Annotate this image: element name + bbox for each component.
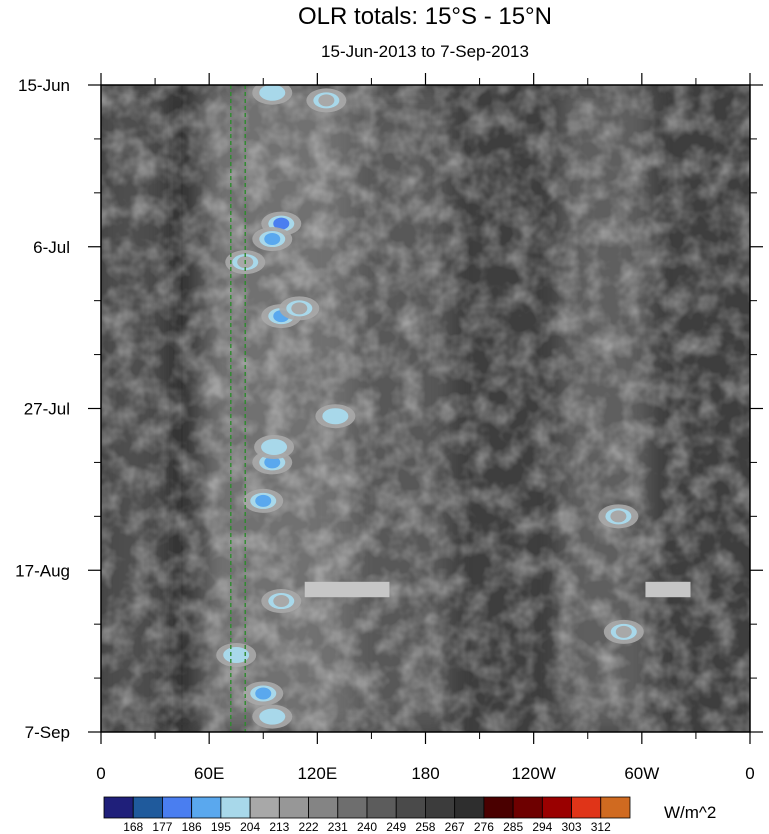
colorbar-swatch	[512, 796, 543, 819]
colorbar: 168 177 186 195 204 213 222 231 240 249 258 267 276 2…	[103, 796, 631, 834]
colorbar-swatch	[600, 796, 631, 819]
colorbar-label: 222	[299, 820, 319, 834]
x-tick-label: 0	[745, 764, 754, 783]
y-tick-label: 6-Jul	[33, 238, 70, 257]
colorbar-swatch	[249, 796, 280, 819]
missing-data-blocks	[304, 581, 691, 598]
chart-title: OLR totals: 15°S - 15°N	[298, 3, 552, 30]
y-tick-label: 7-Sep	[25, 723, 70, 742]
colorbar-swatch	[571, 796, 602, 819]
colorbar-swatch	[454, 796, 485, 819]
colorbar-swatch	[103, 796, 134, 819]
missing-data-block	[304, 581, 390, 598]
feature-core	[318, 94, 335, 107]
colorbar-units: W/m^2	[664, 803, 716, 822]
feature-core	[255, 494, 272, 507]
texture-overlay	[101, 85, 750, 732]
colorbar-swatch	[220, 796, 251, 819]
x-tick-label: 0	[96, 764, 105, 783]
y-tick-label: 27-Jul	[24, 400, 70, 419]
feature-core	[255, 687, 272, 700]
feature-core	[264, 86, 281, 99]
colorbar-swatch	[395, 796, 426, 819]
colorbar-label: 240	[357, 820, 377, 834]
colorbar-label: 186	[182, 820, 202, 834]
feature-core	[228, 648, 245, 661]
y-axis: 15-Jun 6-Jul 27-Jul 17-Aug 7-Sep	[15, 76, 763, 742]
y-tick-label: 17-Aug	[15, 561, 70, 580]
x-tick-label: 180	[411, 764, 439, 783]
feature-core	[610, 510, 627, 523]
feature-core	[273, 217, 290, 230]
colorbar-swatch	[337, 796, 368, 819]
colorbar-swatch	[425, 796, 456, 819]
colorbar-label: 294	[532, 820, 552, 834]
colorbar-label: 213	[269, 820, 289, 834]
colorbar-swatch	[162, 796, 193, 819]
reference-lines	[230, 85, 246, 732]
feature-core	[273, 595, 290, 608]
feature-core	[264, 710, 281, 723]
colorbar-label: 303	[562, 820, 582, 834]
colorbar-label: 276	[474, 820, 494, 834]
missing-data-block	[645, 581, 691, 598]
feature-core	[615, 625, 632, 638]
colorbar-label: 177	[152, 820, 172, 834]
convective-features	[216, 85, 644, 729]
chart-subtitle: 15-Jun-2013 to 7-Sep-2013	[321, 42, 529, 61]
y-tick-label: 15-Jun	[18, 76, 70, 95]
feature-core	[264, 456, 281, 469]
colorbar-label: 285	[503, 820, 523, 834]
colorbar-swatch	[308, 796, 339, 819]
colorbar-swatch	[191, 796, 222, 819]
colorbar-label: 195	[211, 820, 231, 834]
colorbar-label: 249	[386, 820, 406, 834]
colorbar-swatch	[132, 796, 163, 819]
plot-area	[101, 85, 750, 732]
x-tick-label: 60W	[624, 764, 659, 783]
colorbar-label: 168	[123, 820, 143, 834]
colorbar-label: 312	[591, 820, 611, 834]
colorbar-swatch	[483, 796, 514, 819]
feature-core	[327, 410, 344, 423]
feature-core	[291, 302, 308, 315]
x-axis: 0 60E 120E 180 120W 60W 0	[96, 73, 755, 783]
x-tick-label: 60E	[194, 764, 224, 783]
colorbar-label: 204	[240, 820, 260, 834]
feature-core	[266, 441, 283, 454]
x-tick-label: 120E	[297, 764, 337, 783]
feature-core	[264, 233, 281, 246]
colorbar-label: 258	[415, 820, 435, 834]
colorbar-swatch	[278, 796, 309, 819]
colorbar-swatch	[366, 796, 397, 819]
colorbar-label: 267	[445, 820, 465, 834]
colorbar-swatch	[541, 796, 572, 819]
x-tick-label: 120W	[511, 764, 555, 783]
colorbar-label: 231	[328, 820, 348, 834]
